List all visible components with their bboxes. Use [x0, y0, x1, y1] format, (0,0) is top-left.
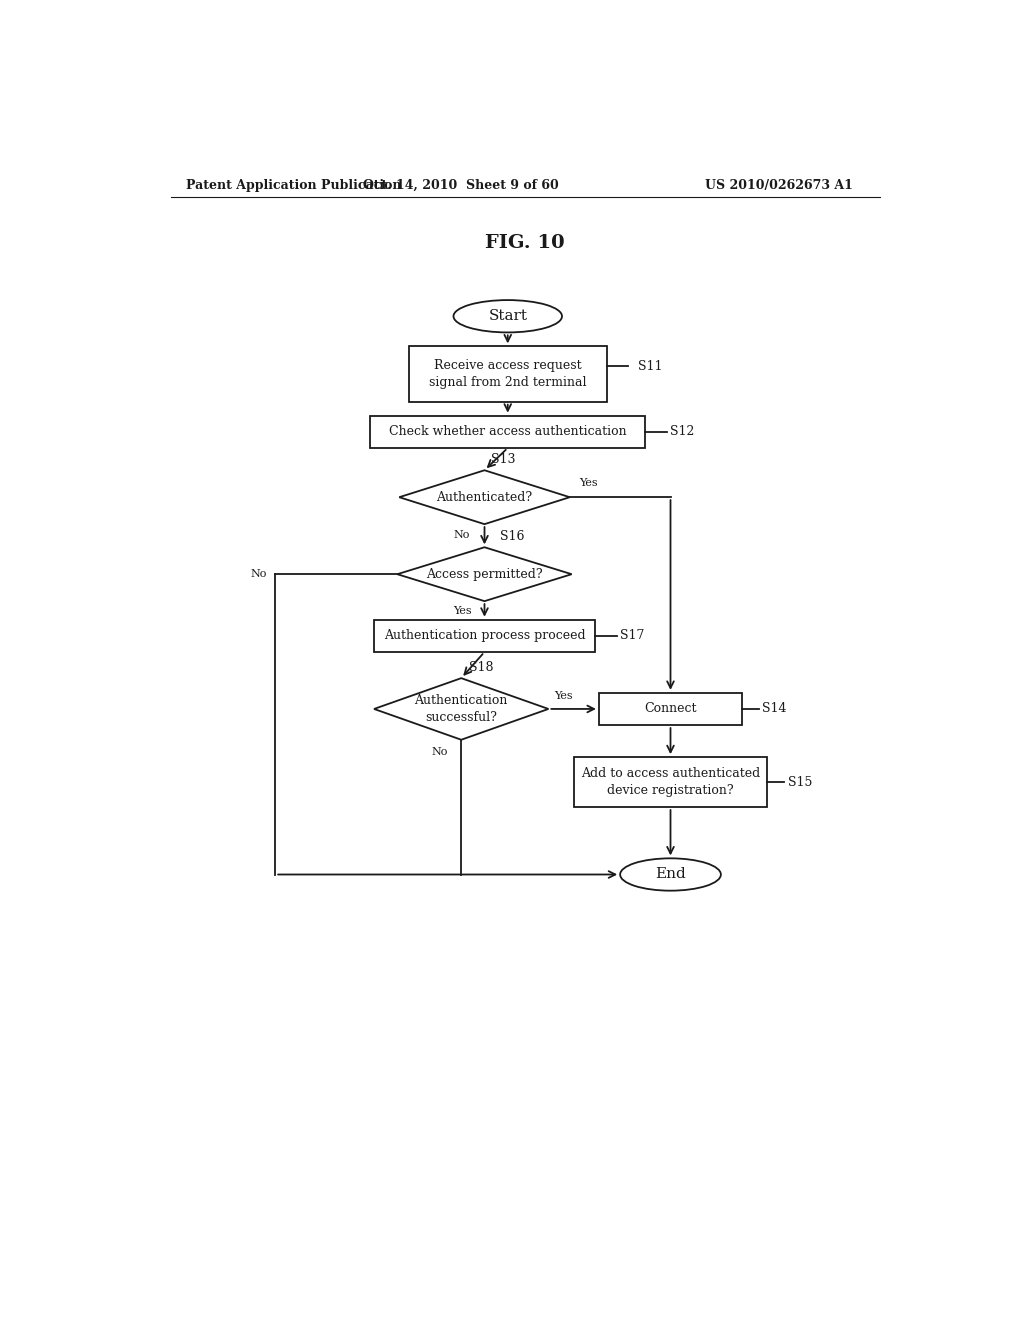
- Text: Check whether access authentication: Check whether access authentication: [389, 425, 627, 438]
- Text: Authentication
successful?: Authentication successful?: [415, 694, 508, 723]
- Bar: [573, 758, 767, 807]
- Text: Connect: Connect: [644, 702, 696, 715]
- Text: S15: S15: [787, 776, 812, 788]
- Text: S12: S12: [670, 425, 694, 438]
- Bar: [599, 693, 742, 725]
- Text: Authenticated?: Authenticated?: [436, 491, 532, 504]
- Text: S16: S16: [500, 531, 524, 544]
- Text: US 2010/0262673 A1: US 2010/0262673 A1: [706, 178, 853, 191]
- Bar: [374, 619, 595, 652]
- Text: Receive access request
signal from 2nd terminal: Receive access request signal from 2nd t…: [429, 359, 587, 389]
- Text: No: No: [250, 569, 266, 579]
- Text: Yes: Yes: [454, 606, 472, 615]
- Text: End: End: [655, 867, 686, 882]
- Bar: [409, 346, 606, 401]
- Text: Yes: Yes: [579, 478, 598, 488]
- Text: Oct. 14, 2010  Sheet 9 of 60: Oct. 14, 2010 Sheet 9 of 60: [364, 178, 559, 191]
- Text: Start: Start: [488, 309, 527, 323]
- Text: FIG. 10: FIG. 10: [485, 234, 564, 252]
- Text: Patent Application Publication: Patent Application Publication: [186, 178, 401, 191]
- Text: S11: S11: [638, 360, 663, 372]
- Text: No: No: [453, 531, 469, 540]
- Text: Yes: Yes: [555, 692, 573, 701]
- Text: S13: S13: [490, 453, 515, 466]
- Text: Add to access authenticated
device registration?: Add to access authenticated device regis…: [581, 767, 760, 797]
- Text: S14: S14: [762, 702, 786, 715]
- Text: S18: S18: [469, 661, 494, 675]
- Bar: [371, 416, 645, 447]
- Text: No: No: [431, 747, 447, 758]
- Text: Authentication process proceed: Authentication process proceed: [384, 630, 586, 643]
- Text: S17: S17: [620, 630, 644, 643]
- Text: Access permitted?: Access permitted?: [426, 568, 543, 581]
